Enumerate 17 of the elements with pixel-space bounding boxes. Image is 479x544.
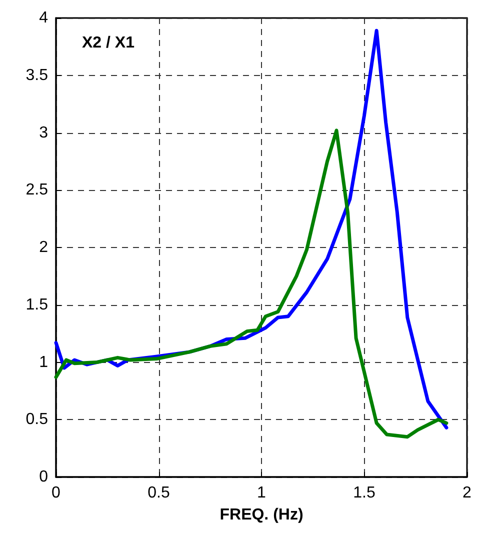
y-tick-label: 0 <box>39 468 48 486</box>
x-tick-label: 0 <box>52 484 61 502</box>
x-tick-label: 1 <box>257 484 266 502</box>
y-tick-label: 3 <box>39 124 48 142</box>
x-axis-title: FREQ. (Hz) <box>220 506 304 524</box>
annotation: X2 / X1 <box>82 34 135 52</box>
y-tick-label: 4 <box>39 10 48 26</box>
y-tick-label: 2 <box>39 239 48 256</box>
x-tick-label: 1.5 <box>353 484 376 502</box>
y-tick-label: 1 <box>39 354 48 371</box>
line-series <box>54 128 448 439</box>
y-tick-label: 0.5 <box>26 411 48 428</box>
y-tick-label: 3.5 <box>26 66 48 84</box>
y-tick-label: 2.5 <box>26 182 48 199</box>
x-tick-label: 0.5 <box>148 484 170 502</box>
x-tick-label: 2 <box>462 484 472 502</box>
y-tick-label: 1.5 <box>26 296 48 314</box>
